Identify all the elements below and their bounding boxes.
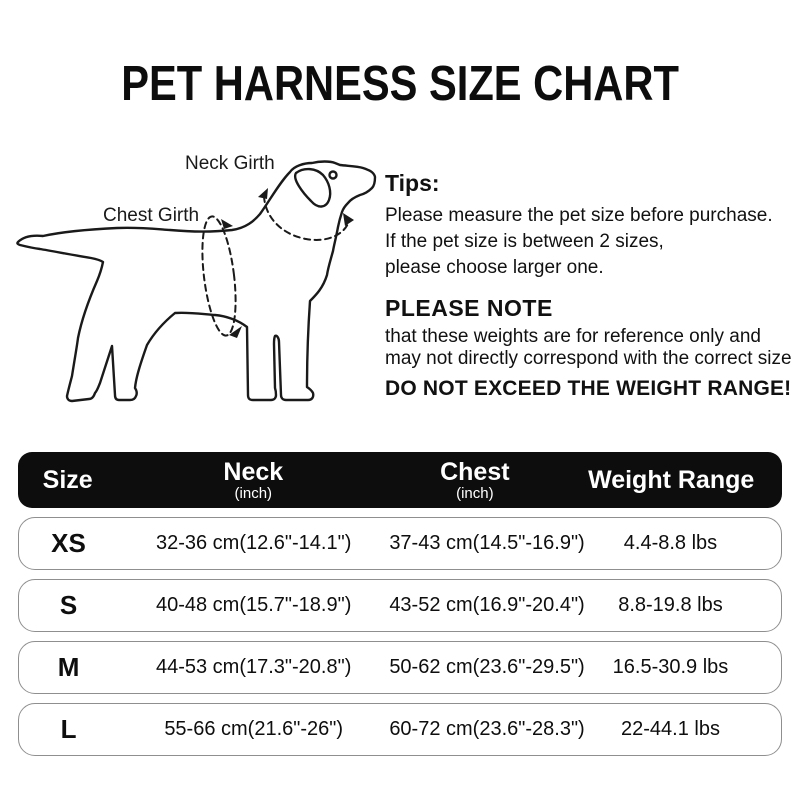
- dog-ear: [293, 167, 332, 208]
- table-row-l: L 55-66 cm(21.6"-26") 60-72 cm(23.6"-28.…: [18, 703, 782, 756]
- tips-heading: Tips:: [385, 170, 440, 196]
- header-label-chest: Chest: [440, 457, 510, 486]
- cell-neck: 44-53 cm(17.3"-20.8"): [155, 656, 352, 678]
- dog-body-outline: [16, 160, 377, 403]
- chest-girth-dashes: [201, 215, 237, 337]
- cell-chest: 43-52 cm(16.9"-20.4"): [389, 594, 585, 616]
- page-title: PET HARNESS SIZE CHART: [0, 56, 800, 112]
- table-header: Size Neck (inch) Chest (inch) Weight Ran…: [18, 452, 782, 508]
- cell-neck: 40-48 cm(15.7"-18.9"): [155, 594, 352, 616]
- cell-size: XS: [51, 528, 86, 558]
- neck-girth-label: Neck Girth: [185, 153, 275, 174]
- table-row-xs: XS 32-36 cm(12.6"-14.1") 37-43 cm(14.5"-…: [18, 517, 782, 570]
- header-sub-neck: (inch): [234, 484, 273, 502]
- cell-weight: 4.4-8.8 lbs: [623, 532, 718, 554]
- page-title-text: PET HARNESS SIZE CHART: [121, 57, 679, 111]
- header-cell-weight: Weight Range: [560, 465, 782, 494]
- tip-line-1: Please measure the pet size before purch…: [385, 205, 773, 226]
- cell-size: L: [60, 714, 77, 744]
- cell-weight: 8.8-19.8 lbs: [618, 594, 723, 616]
- neck-girth-dashes: [263, 195, 350, 241]
- table-row-s: S 40-48 cm(15.7"-18.9") 43-52 cm(16.9"-2…: [18, 579, 782, 632]
- dog-illustration: [16, 160, 377, 403]
- cell-size: M: [57, 652, 80, 682]
- weight-warning-text: DO NOT EXCEED THE WEIGHT RANGE!: [385, 377, 792, 400]
- header-label-neck: Neck: [223, 457, 284, 486]
- cell-chest: 50-62 cm(23.6"-29.5"): [389, 656, 585, 678]
- chest-girth-arrow-top: [221, 219, 233, 229]
- header-cell-chest: Chest (inch): [389, 457, 560, 502]
- note-line-2: may not directly correspond with the cor…: [385, 348, 792, 369]
- cell-chest: 37-43 cm(14.5"-16.9"): [389, 532, 585, 554]
- cell-neck: 32-36 cm(12.6"-14.1"): [155, 532, 352, 554]
- header-label-size: Size: [42, 465, 93, 494]
- header-cell-neck: Neck (inch): [117, 457, 389, 502]
- chest-girth-arrow-bottom: [229, 326, 242, 338]
- header-label-weight: Weight Range: [588, 465, 755, 494]
- cell-weight: 22-44.1 lbs: [621, 718, 720, 740]
- header-cell-size: Size: [18, 465, 117, 494]
- table-row-m: M 44-53 cm(17.3"-20.8") 50-62 cm(23.6"-2…: [18, 641, 782, 694]
- cell-chest: 60-72 cm(23.6"-28.3"): [389, 718, 585, 740]
- cell-weight: 16.5-30.9 lbs: [612, 656, 729, 678]
- please-note-heading: PLEASE NOTE: [385, 295, 553, 321]
- dog-eye: [328, 170, 338, 180]
- size-table: Size Neck (inch) Chest (inch) Weight Ran…: [18, 452, 782, 756]
- tip-line-3: please choose larger one.: [385, 257, 604, 278]
- neck-girth-arrow-left: [258, 188, 268, 199]
- cell-neck: 55-66 cm(21.6"-26"): [164, 718, 344, 740]
- neck-girth-arrow-right: [343, 213, 354, 226]
- header-sub-chest: (inch): [456, 484, 494, 502]
- tip-line-2: If the pet size is between 2 sizes,: [385, 231, 664, 252]
- chest-girth-label: Chest Girth: [103, 205, 200, 226]
- cell-size: S: [59, 590, 78, 620]
- tips-block: Tips: Please measure the pet size before…: [385, 170, 793, 401]
- note-line-1: that these weights are for reference onl…: [385, 326, 762, 347]
